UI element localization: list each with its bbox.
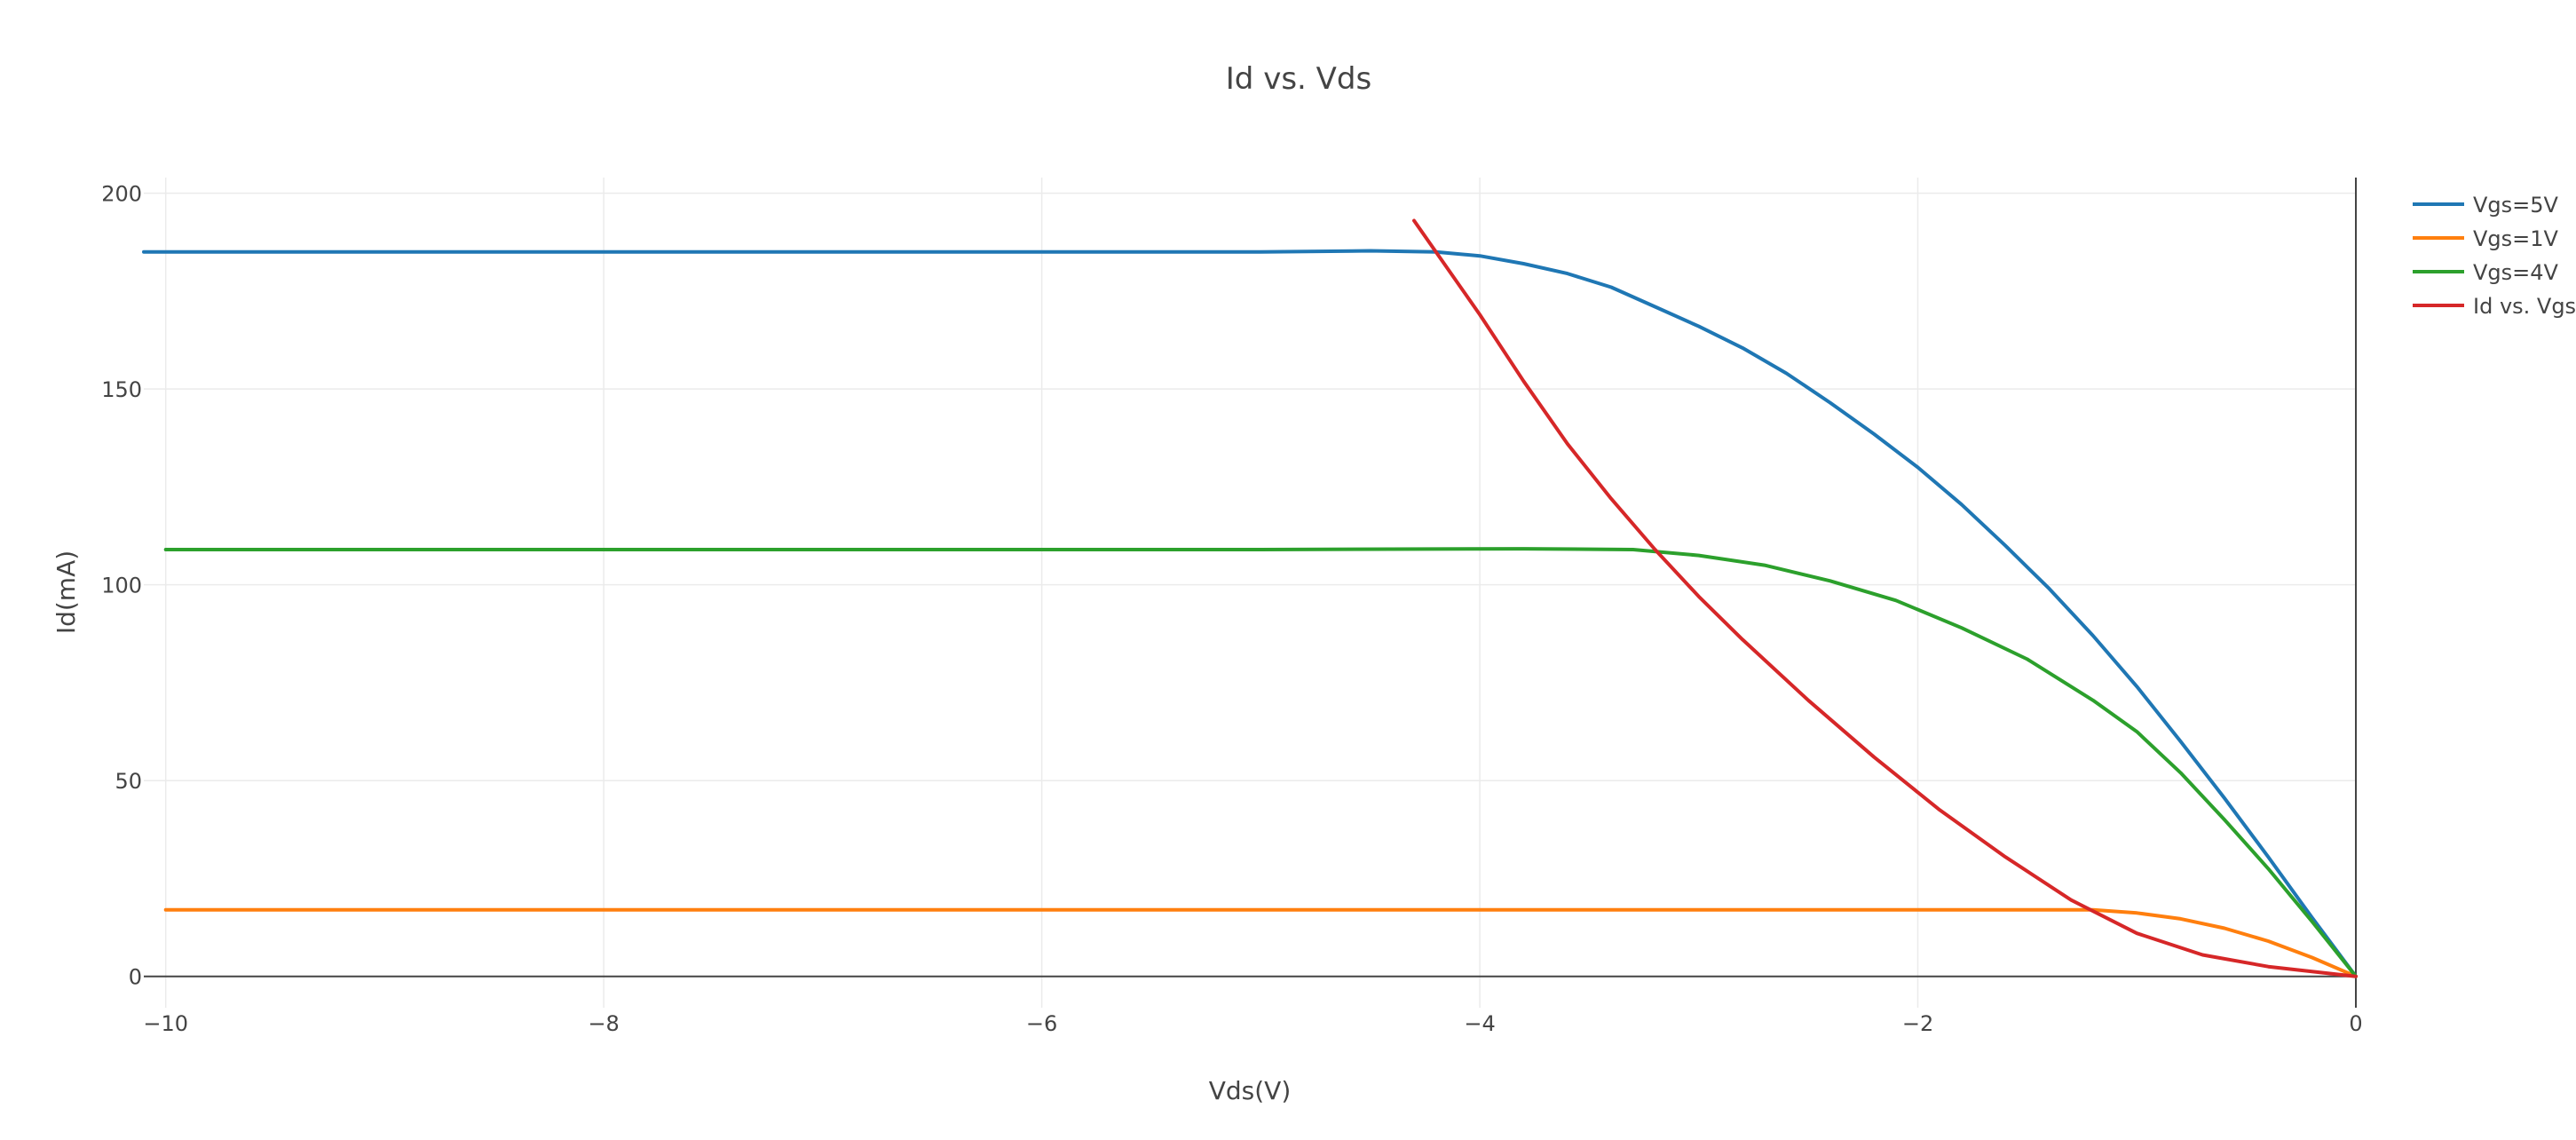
x-axis-title: Vds(V) xyxy=(1209,1076,1292,1105)
y-tick-label: 0 xyxy=(129,965,142,990)
y-axis-title: Id(mA) xyxy=(51,550,81,634)
y-tick-label: 200 xyxy=(101,182,142,207)
series-layer xyxy=(142,218,2358,978)
series-line xyxy=(142,249,2358,978)
legend-label: Vgs=5V xyxy=(2473,193,2559,218)
y-axis-ticks: 0 50 100 150 200 xyxy=(101,182,142,990)
x-tick-label: −4 xyxy=(1464,1011,1495,1036)
x-tick-label: −8 xyxy=(588,1011,619,1036)
series-line xyxy=(163,907,2358,978)
x-tick-label: 0 xyxy=(2349,1011,2362,1036)
x-tick-label: −6 xyxy=(1026,1011,1057,1036)
x-tick-label: −2 xyxy=(1902,1011,1933,1036)
y-tick-label: 50 xyxy=(115,769,142,794)
x-tick-label: −10 xyxy=(143,1011,188,1036)
legend-label: Vgs=4V xyxy=(2473,260,2559,285)
legend: Vgs=5V Vgs=1V Vgs=4V Id vs. Vgs xyxy=(2413,193,2576,319)
x-axis-ticks: −10 −8 −6 −4 −2 0 xyxy=(143,1011,2362,1036)
chart-title: Id vs. Vds xyxy=(1226,61,1371,97)
legend-label: Vgs=1V xyxy=(2473,226,2559,251)
y-tick-label: 100 xyxy=(101,574,142,598)
series-line xyxy=(163,547,2358,978)
zero-lines xyxy=(144,178,2357,1008)
series-line xyxy=(1412,218,2358,978)
grid-layer xyxy=(144,178,2356,1008)
legend-label: Id vs. Vgs xyxy=(2473,294,2576,319)
y-tick-label: 150 xyxy=(101,377,142,402)
